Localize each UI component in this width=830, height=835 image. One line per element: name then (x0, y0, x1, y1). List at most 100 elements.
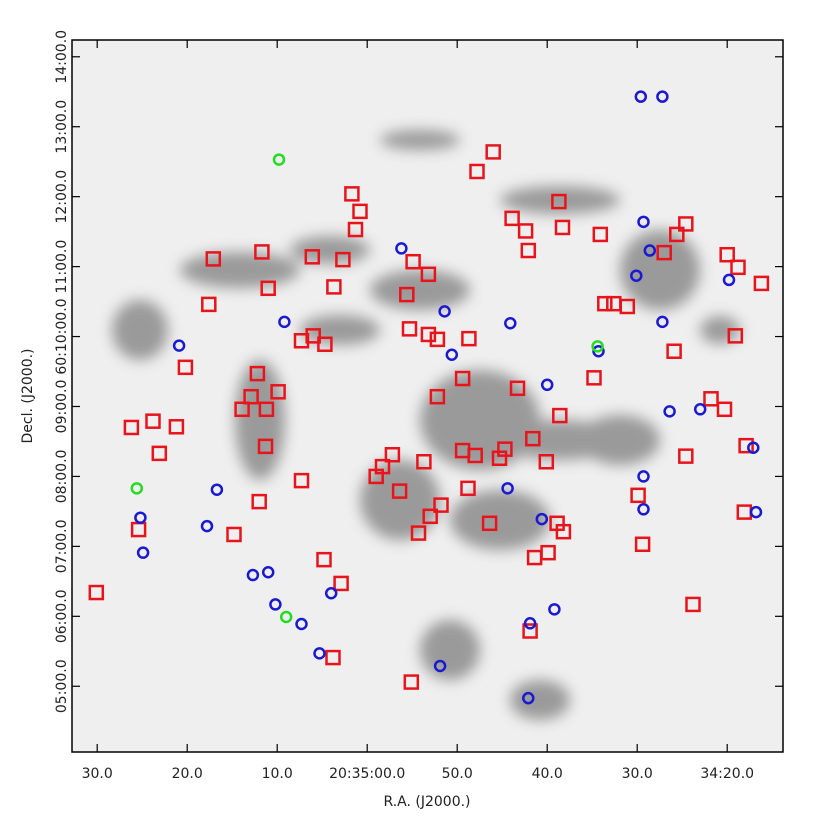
square-marker (497, 441, 513, 457)
x-tick-label: 34:20.0 (700, 766, 754, 782)
square-marker (525, 430, 541, 447)
circle-marker (540, 378, 554, 392)
y-tick-label: 09:00.0 (54, 380, 70, 434)
square-marker (304, 249, 321, 265)
square-marker (678, 216, 694, 232)
circle-marker (504, 317, 517, 330)
y-tick-label: 07:00.0 (54, 520, 70, 574)
square-marker (243, 388, 259, 405)
square-marker (454, 370, 471, 387)
circle-marker (445, 348, 459, 361)
circle-marker (548, 603, 561, 616)
circle-marker (134, 511, 147, 524)
square-marker (554, 219, 571, 236)
x-tick-label: 20:35:00.0 (329, 766, 405, 782)
square-marker (552, 407, 568, 424)
circle-marker (295, 617, 308, 631)
y-tick-label: 13:00.0 (54, 100, 70, 154)
circle-marker (210, 483, 224, 496)
y-tick-label: 12:00.0 (54, 170, 70, 224)
square-marker (403, 674, 420, 690)
square-marker (257, 438, 274, 455)
circle-marker (643, 244, 657, 257)
circle-marker (722, 273, 736, 287)
square-marker (123, 419, 140, 436)
square-marker (429, 331, 446, 348)
square-marker (251, 493, 267, 510)
circle-marker (313, 647, 326, 660)
square-marker (422, 508, 438, 525)
y-tick-label: 11:00.0 (54, 240, 70, 294)
square-marker (254, 244, 270, 260)
circle-marker (656, 315, 669, 329)
square-marker (703, 391, 719, 407)
square-marker (461, 330, 477, 347)
square-marker (374, 458, 391, 475)
square-marker (509, 380, 526, 397)
square-marker (551, 193, 567, 210)
circle-marker (535, 512, 549, 526)
circle-marker (200, 519, 214, 533)
circle-marker (749, 505, 763, 519)
x-tick-label: 10.0 (262, 766, 293, 782)
circle-marker (278, 315, 291, 329)
square-marker (520, 242, 537, 259)
square-marker (305, 328, 321, 344)
x-tick-label: 50.0 (442, 766, 473, 782)
square-marker (260, 280, 276, 297)
square-marker (504, 210, 520, 227)
square-marker (597, 295, 613, 312)
square-marker (234, 401, 250, 418)
square-marker (293, 472, 310, 489)
square-marker (656, 244, 672, 261)
square-marker (293, 332, 310, 349)
circle-marker (637, 470, 650, 483)
square-marker (460, 480, 476, 497)
square-marker (469, 163, 485, 180)
circle-marker (656, 90, 669, 103)
y-axis-label: Decl. (J2000.) (20, 348, 36, 443)
circle-marker (172, 339, 186, 352)
x-tick-label: 20.0 (172, 766, 203, 782)
square-marker (344, 186, 360, 202)
square-marker (716, 401, 733, 418)
square-marker (258, 401, 275, 418)
square-marker (481, 515, 498, 532)
square-marker (226, 526, 242, 543)
square-marker (420, 326, 437, 343)
square-marker (538, 453, 555, 470)
square-marker (401, 321, 418, 337)
square-marker (410, 525, 427, 541)
square-marker (316, 551, 332, 568)
x-tick-label: 30.0 (622, 766, 653, 782)
square-marker (201, 296, 217, 313)
circle-marker (272, 153, 286, 166)
square-marker (168, 419, 185, 435)
circle-marker (663, 405, 676, 418)
square-marker (719, 246, 735, 263)
circle-marker (747, 441, 760, 455)
circle-marker (591, 340, 604, 353)
square-marker (678, 448, 694, 464)
circle-marker (438, 305, 451, 318)
circle-marker (136, 546, 150, 559)
square-marker (685, 596, 701, 613)
square-marker (730, 259, 746, 276)
square-marker (335, 251, 351, 268)
square-marker (433, 497, 449, 513)
circle-marker (130, 482, 144, 495)
circle-marker (324, 586, 338, 600)
square-marker (555, 523, 572, 540)
square-marker (325, 649, 341, 666)
y-tick-label: 14:00.0 (54, 30, 70, 84)
square-marker (352, 203, 368, 220)
square-marker (420, 266, 437, 283)
circle-marker (634, 90, 648, 103)
square-marker (326, 279, 342, 295)
x-tick-label: 40.0 (532, 766, 563, 782)
y-tick-label: 05:00.0 (54, 659, 70, 713)
circle-marker (269, 598, 282, 611)
circle-marker (501, 482, 514, 495)
square-marker (753, 275, 770, 292)
circle-marker (522, 691, 535, 705)
